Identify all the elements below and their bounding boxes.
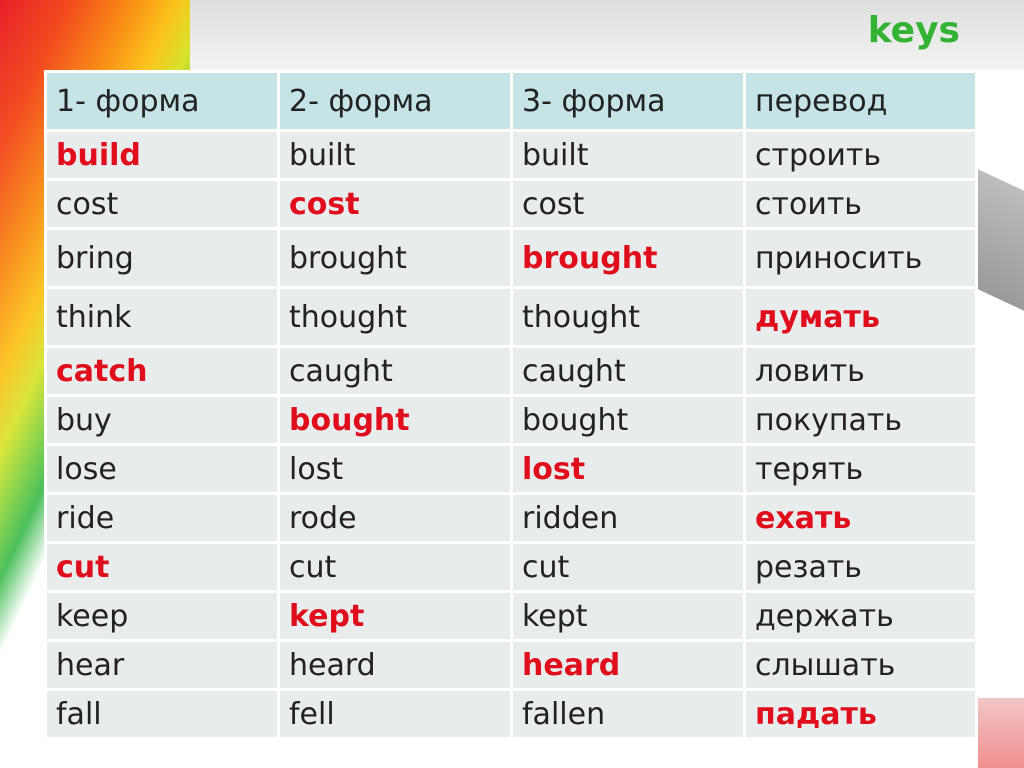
header-form-3: 3- форма	[513, 73, 743, 129]
form-2-cell: bought	[280, 397, 510, 443]
form-2-cell: cost	[280, 181, 510, 227]
form-1-cell: buy	[47, 397, 277, 443]
table-row: hear heard heard слышать	[47, 642, 975, 688]
form-3-cell: cut	[513, 544, 743, 590]
table-row: cost cost cost стоить	[47, 181, 975, 227]
translation-cell: терять	[746, 446, 975, 492]
form-2-cell: thought	[280, 289, 510, 345]
form-1-cell: lose	[47, 446, 277, 492]
form-2-cell: rode	[280, 495, 510, 541]
right-background-decoration	[978, 169, 1024, 311]
form-1-cell: build	[47, 132, 277, 178]
bottom-right-background-decoration	[978, 698, 1024, 768]
form-3-cell: lost	[513, 446, 743, 492]
form-2-cell: lost	[280, 446, 510, 492]
form-3-cell: bought	[513, 397, 743, 443]
header-form-2: 2- форма	[280, 73, 510, 129]
form-1-cell: bring	[47, 230, 277, 286]
table-row: bring brought brought приносить	[47, 230, 975, 286]
form-2-cell: brought	[280, 230, 510, 286]
table-body: build built built строить cost cost cost стоить…	[47, 132, 975, 737]
form-3-cell: thought	[513, 289, 743, 345]
translation-cell: думать	[746, 289, 975, 345]
form-3-cell: built	[513, 132, 743, 178]
table-row: ride rode ridden ехать	[47, 495, 975, 541]
translation-cell: падать	[746, 691, 975, 737]
table-row: cut cut cut резать	[47, 544, 975, 590]
form-1-cell: fall	[47, 691, 277, 737]
form-1-cell: ride	[47, 495, 277, 541]
form-3-cell: caught	[513, 348, 743, 394]
header-form-1: 1- форма	[47, 73, 277, 129]
translation-cell: ловить	[746, 348, 975, 394]
translation-cell: слышать	[746, 642, 975, 688]
translation-cell: ехать	[746, 495, 975, 541]
table-row: keep kept kept держать	[47, 593, 975, 639]
keys-label: keys	[867, 10, 960, 51]
form-3-cell: kept	[513, 593, 743, 639]
form-2-cell: fell	[280, 691, 510, 737]
form-2-cell: cut	[280, 544, 510, 590]
form-2-cell: built	[280, 132, 510, 178]
form-1-cell: cost	[47, 181, 277, 227]
translation-cell: строить	[746, 132, 975, 178]
form-2-cell: caught	[280, 348, 510, 394]
form-2-cell: heard	[280, 642, 510, 688]
translation-cell: держать	[746, 593, 975, 639]
form-1-cell: think	[47, 289, 277, 345]
table-row: think thought thought думать	[47, 289, 975, 345]
table-row: catch caught caught ловить	[47, 348, 975, 394]
form-1-cell: hear	[47, 642, 277, 688]
table-row: fall fell fallen падать	[47, 691, 975, 737]
table-header-row: 1- форма 2- форма 3- форма перевод	[47, 73, 975, 129]
form-1-cell: cut	[47, 544, 277, 590]
form-1-cell: keep	[47, 593, 277, 639]
form-2-cell: kept	[280, 593, 510, 639]
form-3-cell: ridden	[513, 495, 743, 541]
form-3-cell: cost	[513, 181, 743, 227]
translation-cell: покупать	[746, 397, 975, 443]
form-3-cell: brought	[513, 230, 743, 286]
table-row: buy bought bought покупать	[47, 397, 975, 443]
translation-cell: резать	[746, 544, 975, 590]
translation-cell: приносить	[746, 230, 975, 286]
irregular-verbs-table: 1- форма 2- форма 3- форма перевод build…	[44, 70, 978, 740]
form-1-cell: catch	[47, 348, 277, 394]
table-row: build built built строить	[47, 132, 975, 178]
form-3-cell: heard	[513, 642, 743, 688]
translation-cell: стоить	[746, 181, 975, 227]
top-background-band	[190, 0, 1024, 70]
table-row: lose lost lost терять	[47, 446, 975, 492]
form-3-cell: fallen	[513, 691, 743, 737]
header-translation: перевод	[746, 73, 975, 129]
